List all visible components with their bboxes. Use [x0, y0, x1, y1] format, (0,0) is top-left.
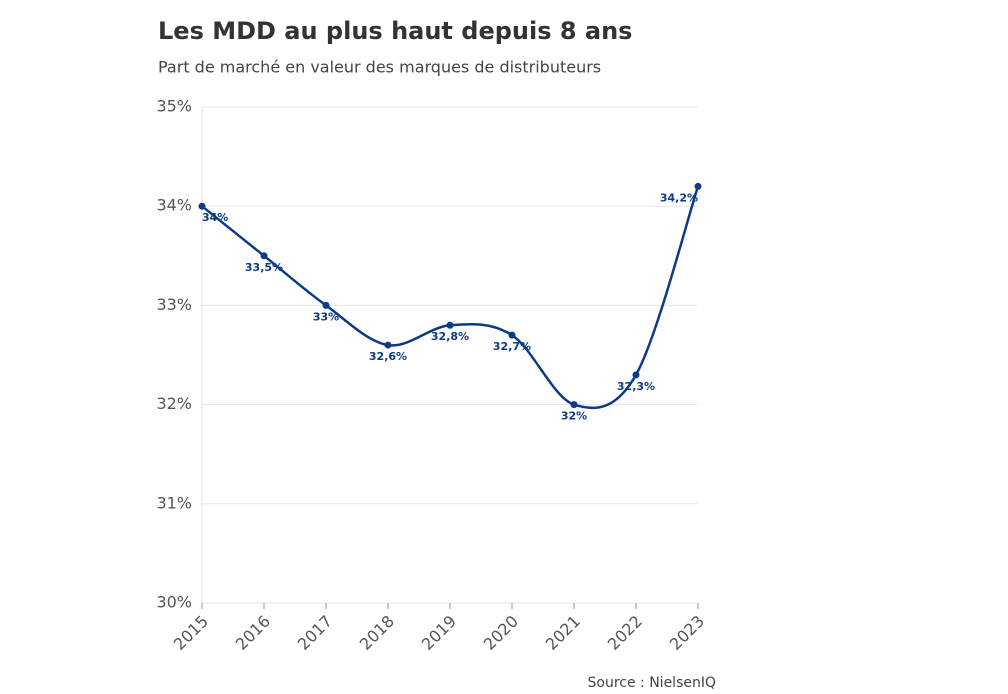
x-tick-label: 2017	[294, 612, 336, 654]
point	[570, 401, 578, 409]
point	[446, 321, 454, 329]
x-tick-label: 2022	[604, 612, 646, 654]
x-tick-label: 2023	[666, 612, 708, 654]
y-tick-label: 31%	[156, 493, 192, 512]
value-label: 32,6%	[369, 350, 407, 363]
value-label: 32%	[561, 410, 587, 423]
y-tick-label: 32%	[156, 394, 192, 413]
x-tick-label: 2021	[542, 612, 584, 654]
chart-title: Les MDD au plus haut depuis 8 ans	[158, 17, 632, 45]
point	[384, 341, 392, 349]
x-tick-label: 2020	[480, 612, 522, 654]
point	[322, 301, 330, 309]
value-label: 32,7%	[493, 340, 531, 353]
x-tick-label: 2019	[418, 612, 460, 654]
line	[201, 185, 700, 410]
value-label: 32,8%	[431, 330, 469, 343]
source: Source : NielsenIQ	[588, 675, 717, 691]
y-tick-label: 30%	[156, 593, 192, 612]
value-label: 34,2%	[660, 191, 698, 204]
chart-subtitle: Part de marché en valeur des marques de …	[158, 58, 601, 77]
x-tick-label: 2016	[232, 612, 274, 654]
x-tick-label: 2018	[356, 612, 398, 654]
point	[508, 331, 516, 339]
value-label: 34%	[202, 211, 228, 224]
point	[260, 252, 268, 260]
x-tick-label: 2015	[170, 612, 212, 654]
point	[694, 182, 702, 190]
value-label: 32,3%	[617, 380, 655, 393]
value-label: 33,5%	[245, 261, 283, 274]
y-tick-label: 34%	[156, 196, 192, 215]
point	[632, 371, 640, 379]
y-tick-label: 35%	[156, 97, 192, 116]
point	[198, 202, 206, 210]
value-label: 33%	[313, 310, 339, 323]
y-tick-label: 33%	[156, 295, 192, 314]
